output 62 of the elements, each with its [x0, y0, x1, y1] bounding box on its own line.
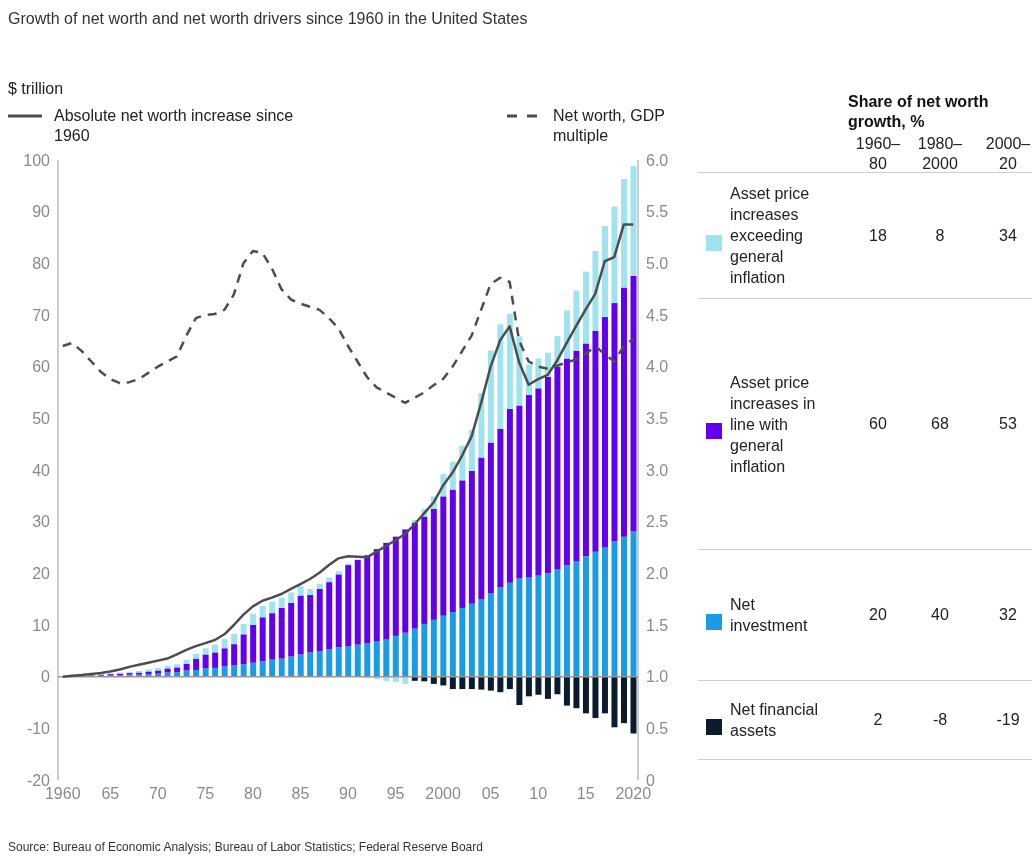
y-tick-label: 20	[32, 565, 51, 583]
x-tick-label: 1960	[44, 785, 81, 803]
y-tick-label: 90	[32, 203, 51, 221]
data-label: 2	[872, 711, 884, 729]
data-label: 34	[998, 226, 1018, 245]
y-axis-title: $ trillion	[8, 80, 64, 98]
y-tick-label: 60	[32, 358, 51, 376]
y-tick-label: Asset price increases exceeding general inflation	[730, 184, 811, 288]
legend-label: Absolute net worth increase since 1960	[54, 106, 294, 146]
data-label: -8	[931, 711, 949, 729]
data-label: -19	[995, 711, 1021, 729]
y-tick-label: 40	[32, 461, 51, 479]
y2-tick-label: 0.5	[646, 720, 669, 738]
data-label: 8	[934, 226, 946, 245]
x-tick-label: 80	[244, 785, 262, 803]
y-tick-label: 30	[32, 513, 51, 531]
y2-tick-label: 6.0	[646, 151, 669, 169]
y2-tick-label: 2.5	[646, 513, 669, 531]
x-tick-label: 1960–80	[854, 134, 902, 174]
x-tick-label: 1980–2000	[916, 134, 964, 174]
legend-label: Net worth, GDP multiple	[553, 106, 666, 146]
x-tick-label: 75	[196, 785, 215, 803]
x-tick-label: 65	[101, 785, 120, 803]
data-label: 68	[930, 415, 950, 433]
x-tick-label: 95	[386, 785, 405, 803]
y2-tick-label: 1.0	[646, 668, 669, 686]
y-tick-label: 80	[32, 255, 51, 273]
x-tick-label: 15	[576, 785, 595, 803]
y-tick-label: 0	[41, 668, 51, 686]
y2-tick-label: 1.5	[646, 616, 669, 634]
y-tick-label: 50	[32, 410, 51, 428]
x-tick-label: 2000–20	[984, 134, 1032, 174]
data-label: 20	[868, 606, 888, 624]
x-tick-label: 05	[481, 785, 500, 803]
y-tick-label: Asset price increases in line with general inflation	[730, 372, 817, 477]
x-tick-label: 2000	[425, 785, 461, 803]
data-label: 53	[998, 415, 1018, 433]
y2-tick-label: 3.0	[646, 461, 669, 479]
y-tick-label: Net financial assets	[730, 700, 820, 741]
y2-tick-label: 5.0	[646, 255, 669, 273]
chart-title: Growth of net worth and net worth drivers since 1960 in the United States	[8, 10, 528, 28]
y2-tick-label: 2.0	[646, 565, 669, 583]
y-tick-label: Net investment	[730, 595, 809, 636]
y-tick-label: 70	[32, 306, 51, 324]
y2-tick-label: 3.5	[646, 410, 669, 428]
y-tick-label: 100	[23, 151, 51, 169]
x-tick-label: 85	[291, 785, 310, 803]
data-label: 18	[868, 226, 888, 245]
x-tick-label: 2020	[615, 785, 652, 803]
source-note: Source: Bureau of Economic Analysis; Bureau of Labor Statistics; Federal Reserve Board	[8, 840, 483, 854]
y2-tick-label: 4.0	[646, 358, 669, 376]
y2-tick-label: 5.5	[646, 203, 669, 221]
text: Share of net worth growth, %	[848, 92, 990, 132]
data-label: 40	[930, 606, 950, 624]
x-tick-label: 10	[529, 785, 548, 803]
y-tick-label: 10	[32, 616, 51, 634]
x-tick-label: 90	[339, 785, 357, 803]
data-label: 60	[868, 415, 888, 433]
data-label: 32	[998, 606, 1018, 624]
y2-tick-label: 4.5	[646, 306, 669, 324]
y-tick-label: -10	[26, 720, 51, 738]
x-tick-label: 70	[148, 785, 167, 803]
